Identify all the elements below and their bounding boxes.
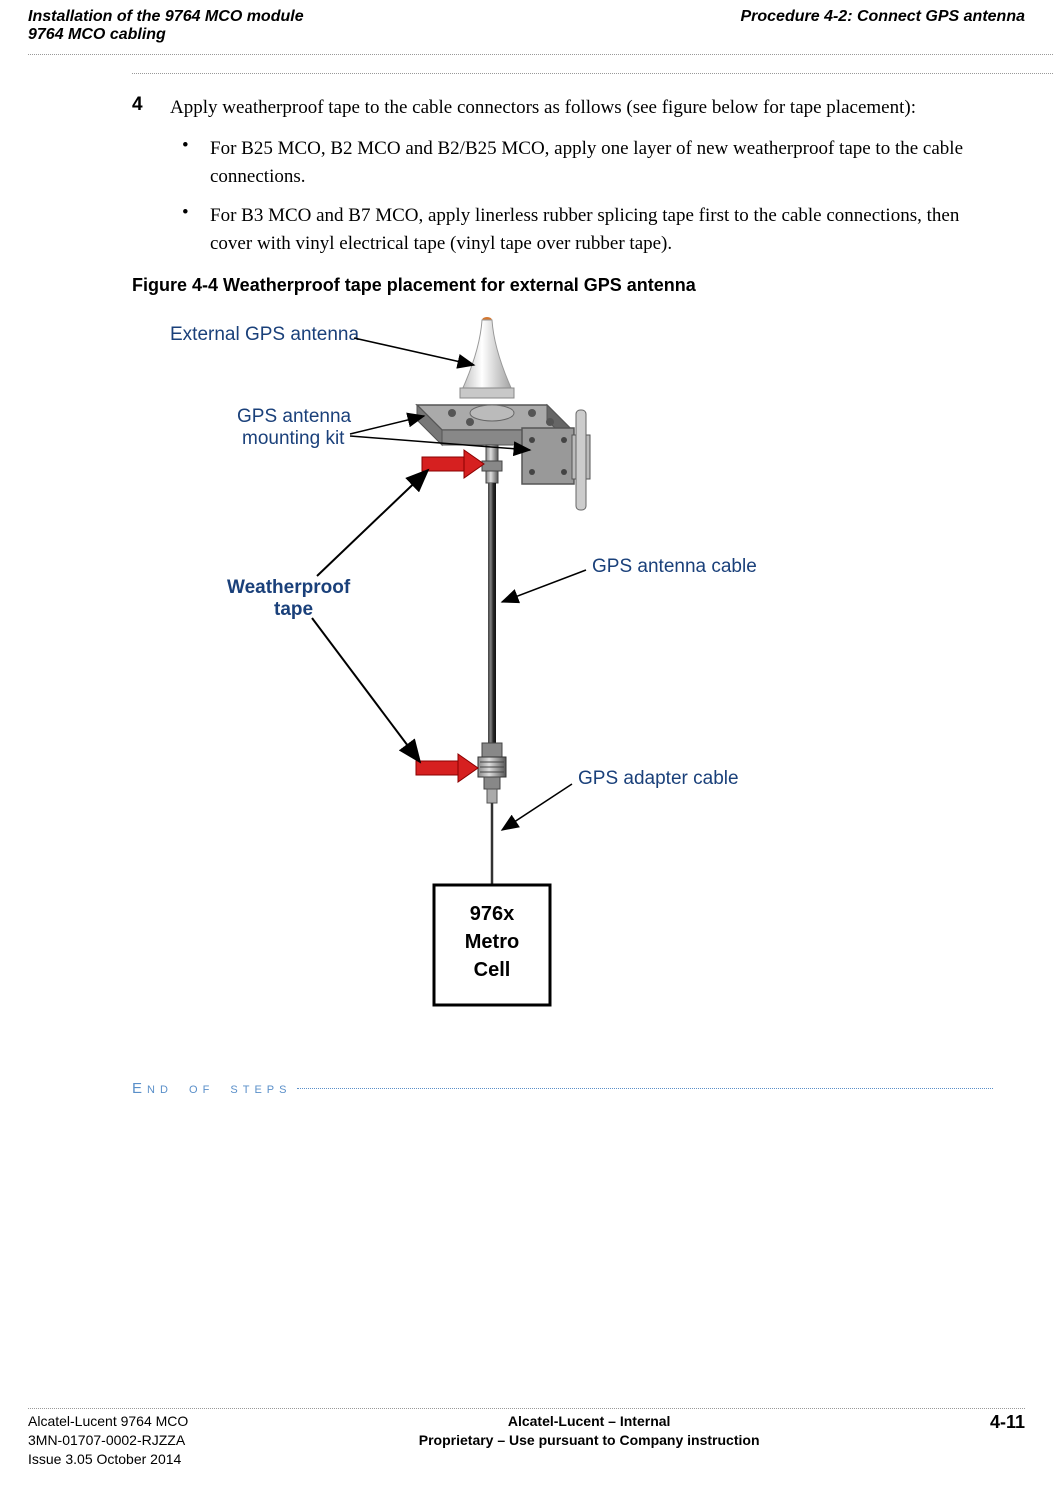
svg-text:Weatherproof: Weatherproof	[227, 577, 351, 598]
footer-doc-id: 3MN-01707-0002-RJZZA	[28, 1431, 188, 1450]
header-title-2: 9764 MCO cabling	[28, 26, 304, 44]
gps-antenna-diagram: 976x Metro Cell External GPS antenna GPS…	[152, 310, 912, 1030]
bullet-marker: •	[182, 135, 210, 192]
svg-text:976x: 976x	[470, 903, 515, 925]
bullet-item-1: • For B25 MCO, B2 MCO and B2/B25 MCO, ap…	[170, 135, 993, 192]
red-arrow-top	[422, 450, 484, 478]
page-number: 4-11	[990, 1412, 1025, 1433]
end-steps-text: END OF STEPS	[132, 1080, 297, 1097]
header-right: Procedure 4-2: Connect GPS antenna	[740, 8, 1025, 44]
footer-center: Alcatel-Lucent – Internal Proprietary – …	[419, 1412, 760, 1450]
footer-issue: Issue 3.05 October 2014	[28, 1450, 188, 1469]
header-left: Installation of the 9764 MCO module 9764…	[28, 8, 304, 44]
footer-left: Alcatel-Lucent 9764 MCO 3MN-01707-0002-R…	[28, 1412, 188, 1469]
footer-content: Alcatel-Lucent 9764 MCO 3MN-01707-0002-R…	[28, 1412, 1025, 1469]
bullet-item-2: • For B3 MCO and B7 MCO, apply linerless…	[170, 202, 993, 259]
svg-text:Metro: Metro	[465, 931, 519, 953]
step-4: 4 Apply weatherproof tape to the cable c…	[132, 94, 993, 123]
bullet-1-text: For B25 MCO, B2 MCO and B2/B25 MCO, appl…	[210, 135, 993, 192]
step-number: 4	[132, 94, 170, 123]
red-arrow-bottom	[416, 754, 478, 782]
footer-proprietary: Proprietary – Use pursuant to Company in…	[419, 1431, 760, 1450]
content-divider	[132, 73, 1053, 74]
svg-text:GPS antenna cable: GPS antenna cable	[592, 556, 757, 577]
svg-text:tape: tape	[274, 599, 313, 620]
bullet-marker: •	[182, 202, 210, 259]
page-header: Installation of the 9764 MCO module 9764…	[0, 0, 1053, 48]
content-area: 4 Apply weatherproof tape to the cable c…	[0, 80, 1053, 1097]
bullet-2-text: For B3 MCO and B7 MCO, apply linerless r…	[210, 202, 993, 259]
svg-text:mounting kit: mounting kit	[242, 428, 345, 449]
header-title-1: Installation of the 9764 MCO module	[28, 8, 304, 26]
footer-divider	[28, 1408, 1025, 1409]
page-footer: Alcatel-Lucent 9764 MCO 3MN-01707-0002-R…	[28, 1408, 1025, 1469]
footer-company: Alcatel-Lucent – Internal	[419, 1412, 760, 1431]
end-of-steps: END OF STEPS	[132, 1080, 993, 1097]
svg-text:GPS adapter cable: GPS adapter cable	[578, 768, 739, 789]
step-text: Apply weatherproof tape to the cable con…	[170, 94, 993, 123]
footer-product: Alcatel-Lucent 9764 MCO	[28, 1412, 188, 1431]
figure-caption: Figure 4-4 Weatherproof tape placement f…	[132, 275, 993, 296]
end-steps-line	[297, 1088, 993, 1089]
header-divider	[28, 54, 1053, 55]
bullet-list: • For B25 MCO, B2 MCO and B2/B25 MCO, ap…	[170, 135, 993, 259]
svg-text:Cell: Cell	[474, 959, 511, 981]
svg-text:External GPS antenna: External GPS antenna	[170, 324, 359, 345]
svg-text:GPS antenna: GPS antenna	[237, 406, 352, 427]
